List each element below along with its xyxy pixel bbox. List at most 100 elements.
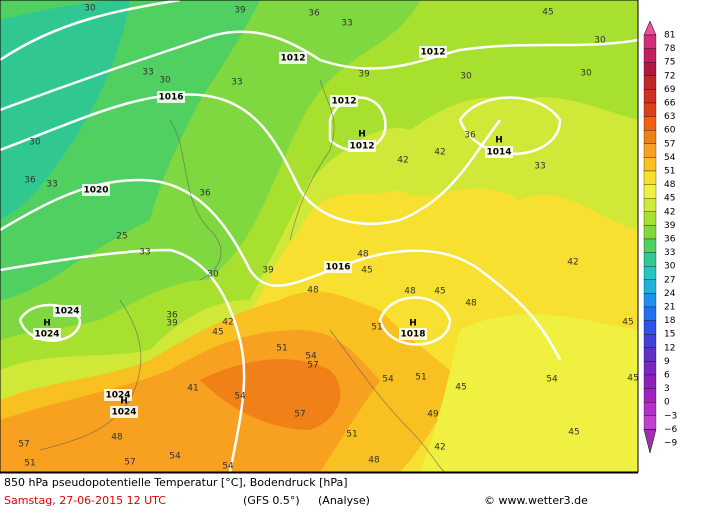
colorbar-swatch (643, 306, 657, 321)
contour-label: 25 (116, 232, 127, 242)
isobar-label: 1024 (111, 408, 136, 418)
label-bg (33, 328, 61, 340)
label-bg (419, 46, 447, 58)
isobar-label: 1016 (158, 93, 183, 103)
colorbar-label: 36 (664, 235, 676, 245)
colorbar-swatch (643, 334, 657, 348)
colorbar-swatch (643, 75, 657, 90)
isobar-label: 1012 (349, 142, 374, 152)
contour-label: 45 (212, 328, 223, 338)
contour-label: 45 (542, 8, 553, 18)
footer-source: © www.wetter3.de (484, 494, 588, 507)
colorbar-label: 9 (664, 357, 670, 367)
label-bg (348, 140, 376, 152)
colorbar-swatch (643, 34, 657, 49)
colorbar-swatch (643, 266, 657, 280)
colorbar-swatch (643, 211, 657, 226)
isobar-label: 1016 (325, 263, 350, 273)
colorbar-label: −6 (664, 425, 678, 435)
label-bg (104, 389, 132, 401)
colorbar-label: 18 (664, 316, 676, 326)
colorbar-cap (643, 429, 657, 454)
isobar-label: 1024 (105, 391, 130, 401)
colorbar-swatch (643, 116, 657, 131)
label-bg (53, 305, 81, 317)
colorbar-label: −3 (664, 411, 677, 421)
contour-label: 51 (371, 323, 382, 333)
pressure-center: H (495, 136, 503, 146)
colorbar-swatch (643, 415, 657, 430)
colorbar-label: 21 (664, 303, 675, 313)
pressure-center: H (43, 319, 51, 329)
colorbar-swatch (643, 252, 657, 267)
contour-label: 30 (29, 138, 41, 148)
pressure-center: H (409, 319, 417, 329)
isobar-label: 1020 (83, 186, 108, 196)
contour-label: 39 (262, 266, 274, 276)
contour-label: 42 (434, 443, 445, 453)
footer-kind: (Analyse) (318, 494, 370, 507)
contour-label: 51 (276, 344, 287, 354)
map-frame (0, 0, 639, 473)
colorbar-swatch (643, 225, 657, 240)
colorbar-label: 24 (664, 289, 676, 299)
colorbar-cap (643, 20, 657, 36)
contour-label: 54 (305, 352, 317, 362)
colorbar-label: 3 (664, 384, 670, 394)
footer-title: 850 hPa pseudopotentielle Temperatur [°C… (4, 476, 348, 489)
colorbar-swatch (643, 89, 657, 104)
pressure-center: H (120, 397, 128, 407)
colorbar-label: 0 (664, 398, 670, 408)
contour-label: 54 (546, 375, 558, 385)
colorbar-swatch (643, 157, 657, 172)
colorbar-label: 63 (664, 112, 675, 122)
colorbar-label: 78 (664, 44, 676, 54)
contour-label: 36 (464, 131, 476, 141)
colorbar-swatch (643, 361, 657, 376)
contour-label: 45 (361, 266, 372, 276)
contour-label: 36 (199, 189, 211, 199)
contour-label: 48 (404, 287, 416, 297)
contour-label: 33 (341, 19, 352, 29)
colorbar-label: 54 (664, 153, 676, 163)
contour-label: 57 (18, 440, 29, 450)
colorbar-swatch (643, 347, 657, 362)
contour-label: 33 (142, 68, 153, 78)
isobar-label: 1014 (486, 148, 511, 158)
colorbar-swatch (643, 320, 657, 335)
map: 1012 1012 1016 1012 1012 1014 1020 1016 1024 1024… (0, 0, 638, 472)
colorbar-label: 75 (664, 58, 675, 68)
contour-label: 45 (434, 287, 445, 297)
isobar-label: 1024 (54, 307, 79, 317)
colorbar-swatch (643, 143, 657, 158)
contour-label: 57 (124, 458, 135, 468)
contour-label: 48 (307, 286, 319, 296)
map-labels: 1012 1012 1016 1012 1012 1014 1020 1016 1024 1024… (18, 4, 638, 472)
contour-label: 45 (568, 428, 579, 438)
colorbar-label: 69 (664, 85, 676, 95)
colorbar-label: 81 (664, 31, 675, 41)
colorbar-label: 60 (664, 126, 676, 136)
colorbar-swatch (643, 184, 657, 199)
colorbar-swatch (643, 279, 657, 294)
colorbar-swatch (643, 130, 657, 144)
contour-label: 57 (307, 361, 318, 371)
colorbar-label: 66 (664, 99, 676, 109)
isobar-label: 1012 (331, 97, 356, 107)
contour-label: 51 (346, 430, 357, 440)
contour-label: 48 (357, 250, 369, 260)
colorbar-label: 45 (664, 194, 675, 204)
contour-label: 30 (580, 69, 592, 79)
contour-label: 45 (455, 383, 466, 393)
contour-label: 51 (415, 373, 426, 383)
contour-label: 30 (207, 270, 219, 280)
contour-label: 54 (382, 375, 394, 385)
colorbar-swatch (643, 198, 657, 212)
contour-label: 30 (84, 4, 96, 14)
contour-label: 57 (294, 410, 305, 420)
contour-label: 36 (24, 176, 36, 186)
contour-label: 33 (46, 180, 57, 190)
contour-label: 48 (465, 299, 477, 309)
contour-label: 42 (567, 258, 578, 268)
